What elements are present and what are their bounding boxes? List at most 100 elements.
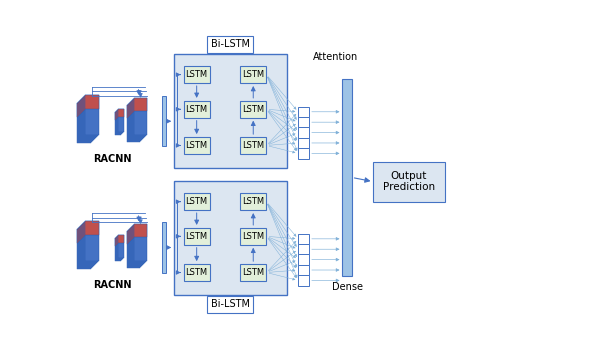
- FancyBboxPatch shape: [240, 66, 266, 83]
- FancyBboxPatch shape: [298, 127, 309, 138]
- Bar: [130, 102, 143, 115]
- Text: LSTM: LSTM: [185, 70, 208, 79]
- Bar: [132, 226, 145, 239]
- FancyBboxPatch shape: [184, 101, 210, 118]
- Bar: [85, 222, 98, 262]
- FancyBboxPatch shape: [298, 138, 309, 148]
- Bar: [116, 111, 122, 134]
- FancyBboxPatch shape: [240, 101, 266, 118]
- Bar: [127, 231, 140, 268]
- Bar: [127, 104, 140, 142]
- Bar: [80, 100, 94, 140]
- Bar: [133, 225, 146, 238]
- Bar: [133, 99, 146, 136]
- Bar: [79, 228, 92, 243]
- Bar: [80, 100, 94, 114]
- Text: LSTM: LSTM: [185, 105, 208, 114]
- Bar: [132, 226, 145, 263]
- FancyBboxPatch shape: [343, 79, 352, 276]
- Bar: [85, 221, 98, 262]
- Bar: [127, 104, 140, 118]
- FancyBboxPatch shape: [298, 148, 309, 158]
- FancyBboxPatch shape: [174, 181, 287, 295]
- FancyBboxPatch shape: [184, 66, 210, 83]
- Bar: [116, 111, 122, 119]
- FancyBboxPatch shape: [298, 275, 309, 285]
- Text: LSTM: LSTM: [185, 232, 208, 241]
- FancyBboxPatch shape: [240, 193, 266, 210]
- Bar: [131, 101, 144, 138]
- Bar: [118, 235, 124, 243]
- Text: Output
Prediction: Output Prediction: [383, 171, 435, 192]
- Text: Attention: Attention: [313, 52, 358, 62]
- Bar: [116, 237, 122, 245]
- Bar: [128, 230, 141, 243]
- FancyBboxPatch shape: [373, 162, 445, 202]
- Bar: [117, 236, 122, 259]
- Bar: [131, 227, 144, 240]
- Bar: [83, 224, 97, 237]
- Bar: [118, 235, 124, 258]
- FancyBboxPatch shape: [298, 234, 309, 244]
- Bar: [82, 225, 95, 265]
- Bar: [79, 101, 92, 115]
- Bar: [129, 103, 142, 140]
- FancyBboxPatch shape: [184, 193, 210, 210]
- Bar: [129, 229, 142, 266]
- Bar: [118, 109, 124, 132]
- Bar: [79, 102, 92, 116]
- Bar: [85, 95, 98, 109]
- Bar: [115, 238, 121, 261]
- Bar: [128, 230, 141, 267]
- Bar: [131, 227, 144, 264]
- FancyBboxPatch shape: [240, 264, 266, 281]
- Bar: [82, 225, 95, 239]
- Bar: [118, 109, 124, 117]
- Text: RACNN: RACNN: [93, 280, 131, 290]
- Text: LSTM: LSTM: [185, 197, 208, 206]
- Bar: [134, 98, 147, 135]
- Text: LSTM: LSTM: [242, 232, 265, 241]
- Text: Dense: Dense: [332, 282, 362, 292]
- Bar: [115, 112, 121, 120]
- Bar: [79, 227, 92, 267]
- Text: LSTM: LSTM: [242, 197, 265, 206]
- Bar: [131, 101, 144, 113]
- FancyBboxPatch shape: [162, 96, 166, 146]
- Bar: [132, 100, 145, 112]
- Bar: [82, 99, 95, 113]
- Bar: [117, 110, 122, 133]
- Bar: [83, 224, 97, 263]
- Bar: [77, 103, 91, 117]
- Bar: [130, 228, 143, 241]
- Text: Bi-LSTM: Bi-LSTM: [211, 39, 250, 49]
- Bar: [79, 101, 92, 141]
- Bar: [134, 224, 147, 237]
- Text: LSTM: LSTM: [242, 70, 265, 79]
- Bar: [83, 97, 97, 137]
- Bar: [85, 96, 98, 136]
- Bar: [117, 110, 122, 118]
- Bar: [79, 228, 92, 268]
- Bar: [82, 98, 95, 112]
- Bar: [82, 225, 95, 264]
- Bar: [85, 95, 98, 135]
- FancyBboxPatch shape: [162, 222, 166, 273]
- Bar: [117, 236, 122, 244]
- Bar: [85, 96, 98, 110]
- Bar: [133, 225, 146, 262]
- Bar: [130, 228, 143, 265]
- Text: LSTM: LSTM: [185, 141, 208, 150]
- Bar: [83, 97, 97, 111]
- Bar: [115, 238, 121, 246]
- Bar: [82, 225, 95, 238]
- Bar: [116, 237, 122, 260]
- FancyBboxPatch shape: [184, 264, 210, 281]
- FancyBboxPatch shape: [184, 137, 210, 154]
- Bar: [77, 229, 91, 244]
- Bar: [134, 98, 147, 111]
- Bar: [130, 102, 143, 139]
- Bar: [82, 99, 95, 139]
- Text: Bi-LSTM: Bi-LSTM: [211, 300, 250, 309]
- Bar: [79, 102, 92, 142]
